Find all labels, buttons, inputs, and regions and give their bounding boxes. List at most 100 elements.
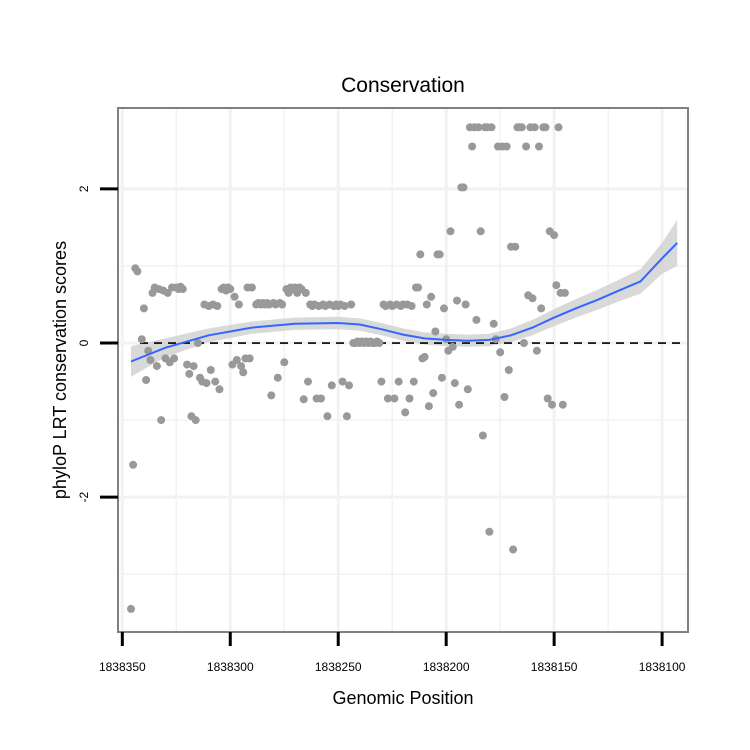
data-point <box>323 412 332 421</box>
data-point <box>560 288 569 297</box>
data-point <box>431 327 440 336</box>
data-point <box>390 394 399 403</box>
data-point <box>554 123 563 132</box>
data-point <box>424 402 433 411</box>
data-point <box>394 377 403 386</box>
data-point <box>416 250 425 259</box>
data-point <box>237 362 246 371</box>
x-axis-label: Genomic Position <box>332 688 473 708</box>
data-point <box>139 304 148 313</box>
data-point <box>420 352 429 361</box>
data-point <box>278 300 287 309</box>
data-point <box>304 377 312 386</box>
data-point <box>437 373 446 382</box>
data-point <box>496 348 505 357</box>
data-point <box>127 604 135 613</box>
data-point <box>193 339 202 347</box>
data-point <box>273 373 282 382</box>
data-point <box>509 545 518 554</box>
data-point <box>446 227 455 236</box>
data-point <box>422 300 431 309</box>
data-point <box>427 292 436 301</box>
smooth-line <box>130 242 678 363</box>
data-point <box>133 267 142 276</box>
data-point <box>478 431 487 440</box>
data-point <box>340 302 349 310</box>
data-point <box>234 300 243 309</box>
data-point <box>530 123 539 132</box>
data-point <box>157 416 166 425</box>
data-point <box>142 376 151 384</box>
data-point <box>453 296 461 305</box>
data-point <box>519 339 528 347</box>
data-point <box>232 356 241 364</box>
data-point <box>239 368 248 377</box>
x-axis: 1838350 1838300 1838250 1838200 1838150 18381… <box>99 632 686 674</box>
data-point <box>338 377 347 386</box>
data-point <box>383 394 392 403</box>
data-point <box>377 377 386 386</box>
data-point <box>226 285 235 294</box>
data-point <box>450 379 459 388</box>
data-point <box>206 366 215 374</box>
data-point <box>440 304 448 313</box>
data-point <box>558 400 567 409</box>
data-point <box>552 281 561 290</box>
x-tick-label: 1838350 <box>99 660 146 674</box>
data-point <box>489 319 498 328</box>
confidence-ribbon <box>131 219 678 377</box>
panel-border <box>117 107 689 633</box>
y-axis: 2 0 -2 <box>77 185 118 502</box>
x-tick-label: 1838300 <box>207 660 254 674</box>
data-point <box>301 288 310 297</box>
data-point <box>455 400 464 409</box>
data-point <box>347 300 356 309</box>
data-point <box>429 389 438 398</box>
data-point <box>472 315 481 324</box>
data-point <box>511 242 520 251</box>
y-tick-label: 0 <box>77 339 91 346</box>
x-tick-label: 1838250 <box>315 660 362 674</box>
data-point <box>144 346 153 355</box>
data-point <box>178 285 187 294</box>
data-point <box>474 123 483 132</box>
grid <box>118 108 688 632</box>
data-point <box>535 142 543 151</box>
data-point <box>137 335 146 344</box>
y-tick-label: 2 <box>77 185 91 192</box>
data-point <box>461 300 470 309</box>
data-point <box>487 123 496 132</box>
data-point <box>468 142 477 151</box>
data-point <box>522 142 531 151</box>
data-point <box>267 391 276 400</box>
data-point <box>215 385 224 394</box>
data-point <box>500 393 509 401</box>
data-point <box>327 381 336 390</box>
y-axis-label: phyloP LRT conservation scores <box>50 241 70 499</box>
data-point <box>342 412 351 421</box>
data-point <box>152 362 161 371</box>
data-point <box>183 360 192 369</box>
data-point <box>517 123 526 132</box>
data-point <box>541 123 550 132</box>
data-point <box>504 366 513 374</box>
data-point <box>146 356 155 364</box>
data-point <box>245 354 254 363</box>
data-point <box>448 342 457 351</box>
data-point <box>409 377 418 386</box>
data-point <box>414 283 423 292</box>
data-point <box>537 304 546 313</box>
data-point <box>550 231 559 240</box>
data-point <box>202 379 211 388</box>
data-point <box>476 227 485 236</box>
data-point <box>401 408 410 417</box>
data-point <box>299 395 308 404</box>
data-point <box>405 394 414 403</box>
data-point <box>247 283 256 292</box>
data-point <box>129 460 138 469</box>
data-point <box>191 416 200 425</box>
data-point <box>532 346 541 355</box>
data-point <box>185 369 194 378</box>
data-point <box>317 394 325 403</box>
x-tick-label: 1838200 <box>423 660 470 674</box>
